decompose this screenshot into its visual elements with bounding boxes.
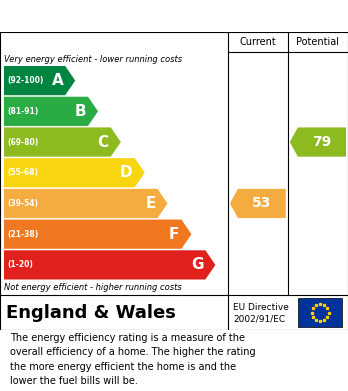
Text: (39-54): (39-54) xyxy=(7,199,38,208)
Text: Not energy efficient - higher running costs: Not energy efficient - higher running co… xyxy=(4,283,182,292)
Text: 79: 79 xyxy=(312,135,332,149)
Text: B: B xyxy=(74,104,86,119)
Text: Current: Current xyxy=(239,37,276,47)
Polygon shape xyxy=(4,66,75,95)
Text: 53: 53 xyxy=(252,196,271,210)
Polygon shape xyxy=(230,189,286,218)
Text: The energy efficiency rating is a measure of the
overall efficiency of a home. T: The energy efficiency rating is a measur… xyxy=(10,333,256,386)
Polygon shape xyxy=(4,189,167,218)
Text: F: F xyxy=(169,227,180,242)
Text: (92-100): (92-100) xyxy=(7,76,44,85)
Polygon shape xyxy=(4,97,98,126)
Text: (1-20): (1-20) xyxy=(7,260,33,269)
Text: (69-80): (69-80) xyxy=(7,138,38,147)
Text: England & Wales: England & Wales xyxy=(6,303,176,321)
Text: A: A xyxy=(52,73,63,88)
Text: (55-68): (55-68) xyxy=(7,168,38,177)
Polygon shape xyxy=(290,127,346,157)
Text: E: E xyxy=(145,196,156,211)
Polygon shape xyxy=(4,127,121,157)
Text: G: G xyxy=(191,257,203,273)
Text: Very energy efficient - lower running costs: Very energy efficient - lower running co… xyxy=(4,54,182,63)
Text: (21-38): (21-38) xyxy=(7,230,38,239)
Text: Energy Efficiency Rating: Energy Efficiency Rating xyxy=(7,9,228,23)
Text: EU Directive: EU Directive xyxy=(233,303,289,312)
Text: D: D xyxy=(120,165,133,180)
Text: Potential: Potential xyxy=(296,37,339,47)
Text: C: C xyxy=(98,135,109,149)
Text: 2002/91/EC: 2002/91/EC xyxy=(233,314,285,323)
Text: (81-91): (81-91) xyxy=(7,107,38,116)
Polygon shape xyxy=(4,250,215,280)
Polygon shape xyxy=(4,158,145,187)
Bar xyxy=(298,298,342,327)
Polygon shape xyxy=(4,220,191,249)
